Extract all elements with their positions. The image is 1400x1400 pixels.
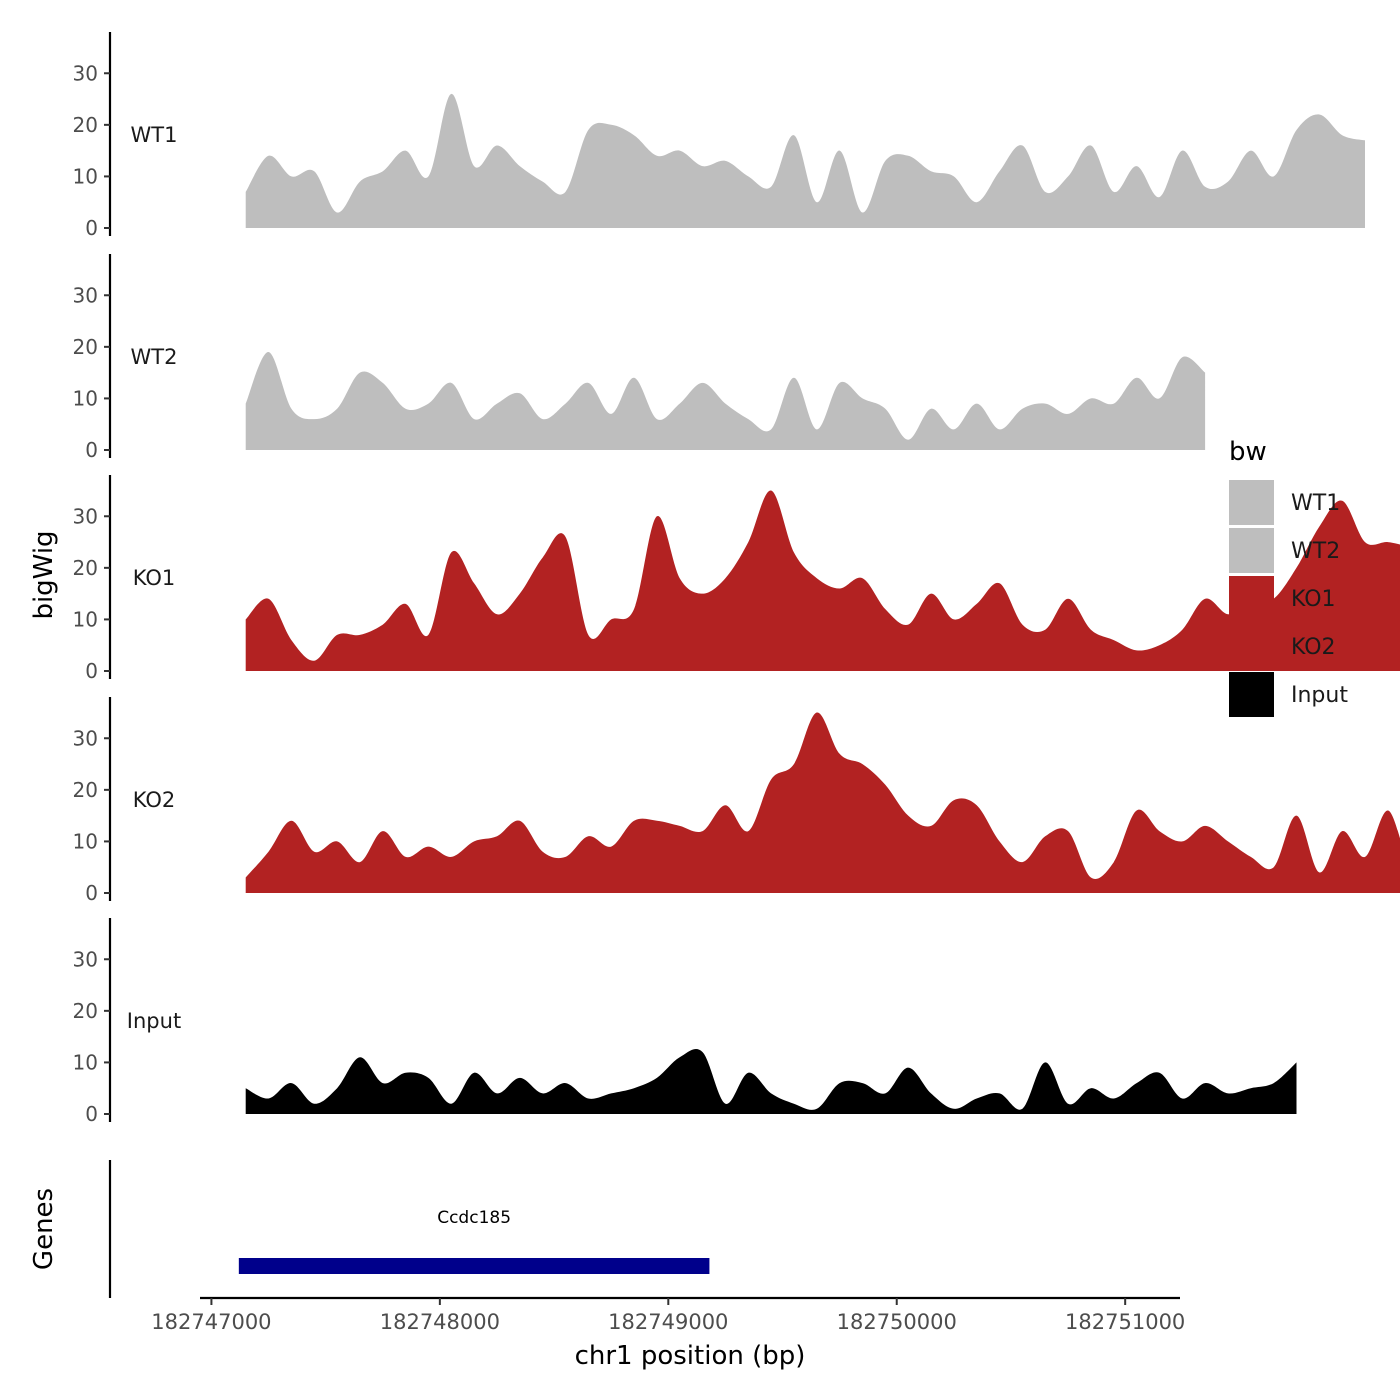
x-tick-label: 182750000 [837,1310,957,1334]
legend-swatch [1229,624,1274,669]
y-tick-label: 30 [73,283,98,307]
legend-swatch [1229,576,1274,621]
y-tick-label: 20 [73,999,98,1023]
y-tick-label: 30 [73,726,98,750]
gene-label: Ccdc185 [437,1208,511,1228]
legend-title: bw [1229,437,1267,467]
coverage-area-input [246,1049,1297,1114]
y-tick-label: 0 [85,438,98,462]
legend-label: Input [1291,683,1348,708]
genes-track: Ccdc185 [110,1160,709,1298]
coverage-area-ko2 [246,712,1400,893]
y-tick-label: 30 [73,61,98,85]
track-label: KO2 [133,788,176,812]
track-input: 0 10 20 30 Input [73,918,1297,1126]
y-tick-label: 10 [73,386,98,410]
bigwig-tracks: 0 10 20 30 WT1 0 10 20 30 WT2 0 10 20 30 KO1 0 10 20 30 KO2… [73,32,1400,1126]
y-tick-label: 20 [73,778,98,802]
track-label: KO1 [133,566,176,590]
x-tick-label: 182748000 [380,1310,500,1334]
y-tick-label: 20 [73,556,98,580]
y-axis-title: bigWig [29,530,59,619]
y-tick-label: 10 [73,607,98,631]
x-axis-title: chr1 position (bp) [575,1341,806,1371]
y-tick-label: 10 [73,164,98,188]
y-tick-label: 0 [85,659,98,683]
y-tick-label: 10 [73,1050,98,1074]
legend-swatch [1229,528,1274,573]
y-tick-label: 0 [85,881,98,905]
coverage-area-wt1 [246,94,1365,228]
y-tick-label: 10 [73,829,98,853]
y-tick-label: 30 [73,504,98,528]
x-axis: 182747000 182748000 182749000 182750000 1827… [151,1298,1185,1334]
coverage-area-ko1 [246,490,1400,671]
x-tick-label: 182751000 [1065,1310,1185,1334]
gene-bar [239,1258,710,1274]
legend-item-input: Input [1229,672,1348,717]
legend-item-wt1: WT1 [1229,480,1340,525]
y-tick-label: 0 [85,216,98,240]
track-label: WT2 [131,345,178,369]
legend-label: KO1 [1291,587,1336,612]
x-tick-label: 182749000 [608,1310,728,1334]
y-tick-label: 20 [73,335,98,359]
track-wt1: 0 10 20 30 WT1 [73,32,1365,240]
coverage-area-wt2 [246,352,1205,450]
track-ko2: 0 10 20 30 KO2 [73,697,1400,905]
x-tick-label: 182747000 [151,1310,271,1334]
genes-track-title: Genes [29,1188,59,1270]
legend-label: WT2 [1291,539,1340,564]
track-label: WT1 [131,123,178,147]
legend-label: KO2 [1291,635,1336,660]
y-tick-label: 30 [73,947,98,971]
legend-swatch [1229,672,1274,717]
track-label: Input [127,1009,181,1033]
track-wt2: 0 10 20 30 WT2 [73,254,1206,462]
y-tick-label: 20 [73,113,98,137]
legend-label: WT1 [1291,491,1340,516]
y-tick-label: 0 [85,1102,98,1126]
legend-swatch [1229,480,1274,525]
track-ko1: 0 10 20 30 KO1 [73,475,1400,683]
genome-track-chart: 0 10 20 30 WT1 0 10 20 30 WT2 0 10 20 30 KO1 0 10 20 30 KO2… [0,0,1400,1400]
